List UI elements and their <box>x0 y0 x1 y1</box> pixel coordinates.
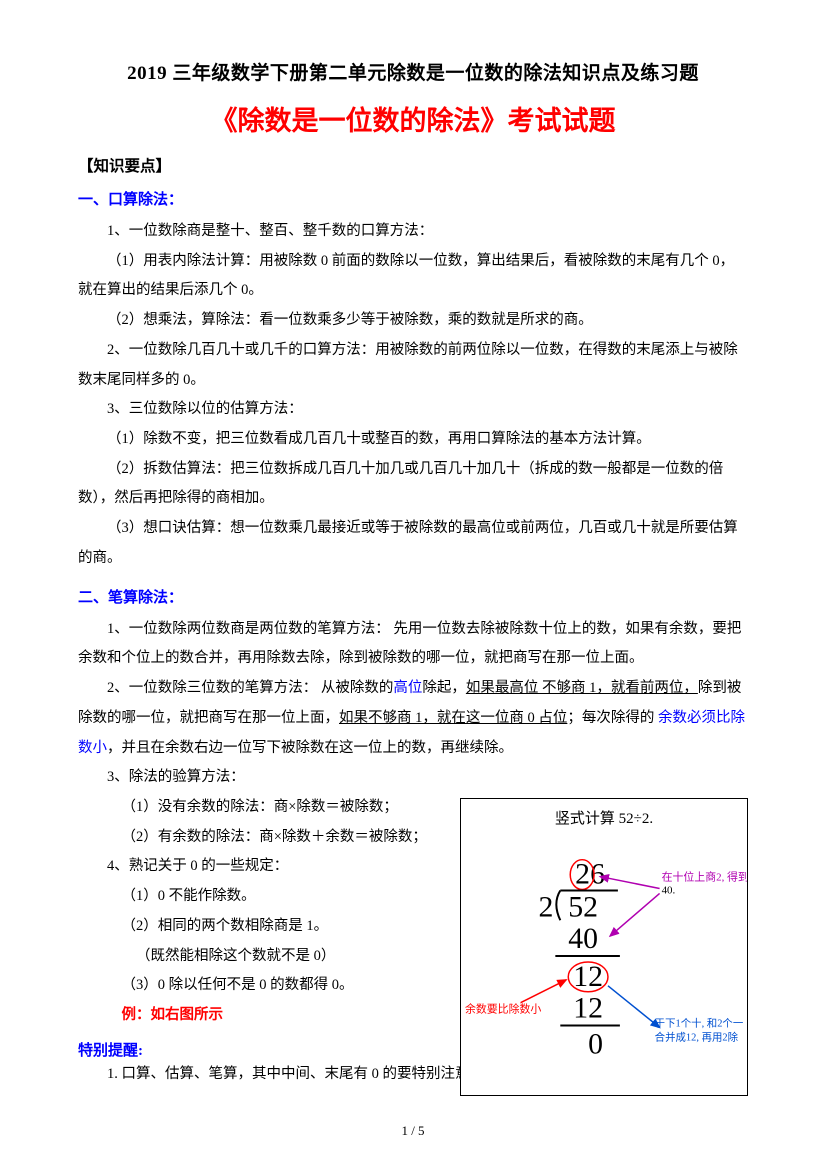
anno-bottom: 于下1个十, 和2个一合并成12, 再用2除 <box>655 1018 744 1045</box>
division-figure: 竖式计算 52÷2. 26 2 52 40 12 12 0 <box>460 798 748 1096</box>
sec2-p3a: （1）没有余数的除法：商×除数＝被除数； <box>78 793 446 823</box>
anno-top2: 40. <box>662 884 676 896</box>
sec1-p1a: （1）用表内除法计算：用被除数 0 前面的数除以一位数，算出结果后，看被除数的末… <box>78 247 748 306</box>
line1-text: 40 <box>568 922 598 955</box>
arrow-red <box>521 980 567 1003</box>
sec2-p2: 2、一位数除三位数的笔算方法： 从被除数的高位除起，如果最高位 不够商 1，就看… <box>78 674 748 763</box>
sec1-p2: 2、一位数除几百几十或几千的口算方法：用被除数的前两位除以一位数，在得数的末尾添… <box>78 336 748 395</box>
header-title: 2019 三年级数学下册第二单元除数是一位数的除法知识点及练习题 <box>78 58 748 85</box>
dividend-text: 52 <box>568 890 598 923</box>
sec1-p3a: （1）除数不变，把三位数看成几百几十或整百的数，再用口算除法的基本方法计算。 <box>78 425 748 455</box>
line4-text: 0 <box>588 1027 603 1060</box>
line3-text: 12 <box>573 992 603 1025</box>
example-ref: 例：如右图所示 <box>78 1001 446 1031</box>
arrow-blue <box>608 986 660 1028</box>
sec2-heading: 二、笔算除法： <box>78 586 748 607</box>
sec2-p4a: （1）0 不能作除数。 <box>78 882 446 912</box>
sec2-p4: 4、熟记关于 0 的一些规定： <box>78 852 446 882</box>
p2-text-f: 如果不够商 1，就在这一位商 0 占位 <box>339 710 567 726</box>
sec1-p1b: （2）想乘法，算除法：看一位数乘多少等于被除数，乘的数就是所求的商。 <box>78 306 748 336</box>
page-number: 1 / 5 <box>0 1123 826 1139</box>
p2-text-i: ，并且在余数右边一位写下被除数在这一位上的数，再继续除。 <box>107 740 513 756</box>
sec1-p1: 1、一位数除商是整十、整百、整千数的口算方法： <box>78 217 748 247</box>
long-division-diagram: 26 2 52 40 12 12 0 <box>461 828 747 1088</box>
division-curve <box>556 890 560 920</box>
sec1-heading: 一、口算除法： <box>78 188 748 209</box>
arrow-purple-2 <box>610 893 660 936</box>
sec2-p4b: （2）相同的两个数相除商是 1。 <box>78 912 446 942</box>
sec2-p1: 1、一位数除两位数商是两位数的笔算方法： 先用一位数去除被除数十位上的数，如果有… <box>78 615 748 674</box>
anno-left: 余数要比除数小 <box>465 1002 541 1016</box>
sec1-p3c: （3）想口诀估算：想一位数乘几最接近或等于被除数的最高位或前两位，几百或几十就是… <box>78 514 748 573</box>
p2-text-d: 如果最高位 不够商 1，就看前两位， <box>466 680 698 696</box>
p2-text-c: 除起， <box>422 680 466 696</box>
anno-top: 在十位上商2, 得到40. <box>662 870 747 884</box>
divisor-text: 2 <box>538 890 553 923</box>
p2-text-g: ；每次除得的 <box>567 710 658 726</box>
sec2-p3: 3、除法的验算方法： <box>78 763 446 793</box>
knowledge-heading: 【知识要点】 <box>78 154 748 176</box>
figure-title: 竖式计算 52÷2. <box>461 799 747 828</box>
p2-text-b: 高位 <box>393 680 422 696</box>
p2-text-a: 2、一位数除三位数的笔算方法： 从被除数的 <box>107 680 393 696</box>
sec1-p3b: （2）拆数估算法：把三位数拆成几百几十加几或几百几十加几十（拆成的数一般都是一位… <box>78 455 748 514</box>
sec2-p4c: （3）0 除以任何不是 0 的数都得 0。 <box>78 971 446 1001</box>
arrow-purple-1 <box>600 877 660 889</box>
sec2-p3b: （2）有余数的除法：商×除数＋余数＝被除数； <box>78 823 446 853</box>
main-title: 《除数是一位数的除法》考试试题 <box>78 99 748 138</box>
sec2-p4b-note: （既然能相除这个数就不是 0） <box>78 942 446 972</box>
sec1-p3: 3、三位数除以位的估算方法： <box>78 395 748 425</box>
